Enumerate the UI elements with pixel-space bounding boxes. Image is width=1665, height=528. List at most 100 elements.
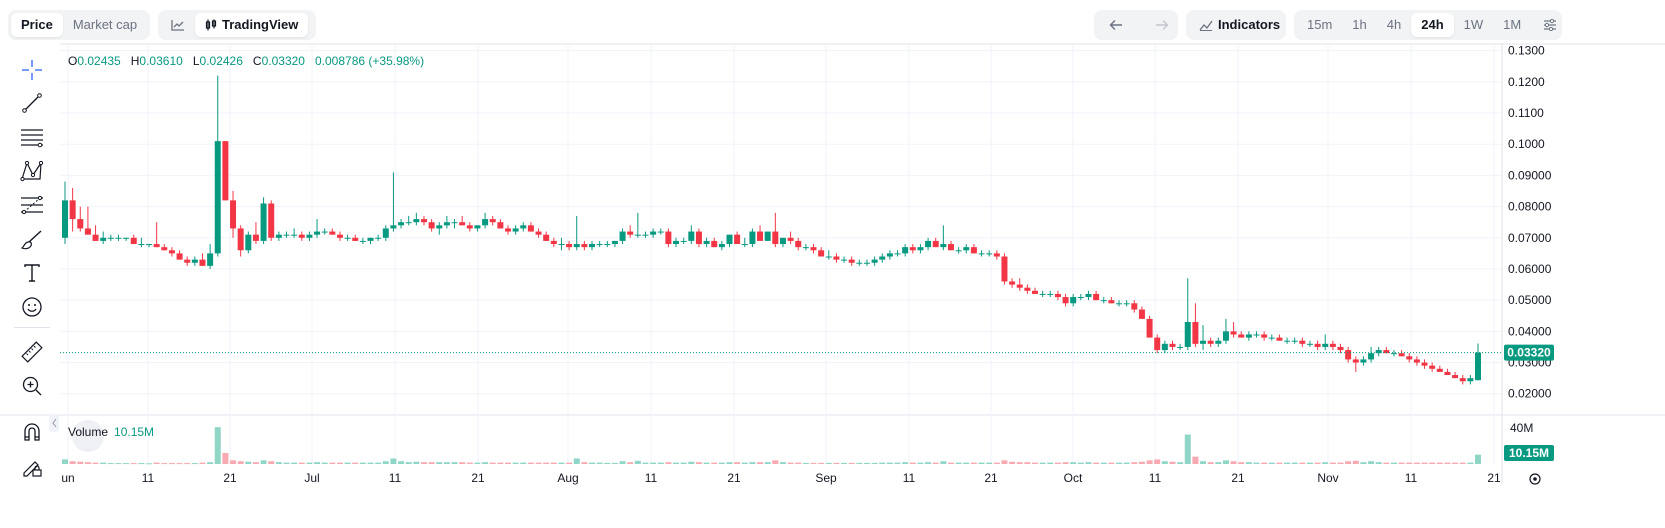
candle-body bbox=[443, 222, 450, 226]
volume-bars bbox=[62, 427, 1481, 465]
emoji-tool[interactable] bbox=[18, 293, 46, 321]
text-icon bbox=[21, 262, 43, 284]
volume-bar bbox=[1207, 462, 1214, 464]
candle-body bbox=[741, 244, 748, 246]
close-value: 0.03320 bbox=[261, 54, 305, 68]
candle-body bbox=[902, 247, 909, 254]
volume-bar bbox=[1009, 461, 1016, 464]
candle bbox=[1268, 334, 1275, 341]
volume-bar bbox=[1398, 462, 1405, 464]
high-label: H bbox=[130, 54, 140, 68]
timeframe-selector: 15m 1h 4h 24h 1W 1M bbox=[1294, 10, 1562, 40]
volume-bar bbox=[1314, 462, 1321, 464]
timeframe-1h[interactable]: 1h bbox=[1352, 17, 1367, 32]
pattern-tool[interactable] bbox=[18, 157, 46, 185]
candle-body bbox=[184, 259, 191, 263]
volume-bar bbox=[573, 458, 580, 464]
text-tool[interactable] bbox=[18, 259, 46, 287]
candle-body bbox=[1329, 343, 1336, 347]
volume-legend: Volume 10.15M bbox=[68, 425, 154, 439]
candle-body bbox=[1116, 303, 1123, 305]
candle bbox=[779, 237, 786, 248]
ruler-tool[interactable] bbox=[18, 338, 46, 366]
candle-body bbox=[986, 253, 993, 255]
candle-body bbox=[1024, 287, 1031, 291]
lock-draw-tool[interactable] bbox=[18, 453, 46, 481]
volume-bar bbox=[123, 463, 130, 465]
volume-bar bbox=[1337, 462, 1344, 464]
timeframe-24h[interactable]: 24h bbox=[1411, 13, 1454, 37]
time-tick-label: 11 bbox=[903, 471, 916, 485]
zoom-in-icon bbox=[21, 375, 43, 397]
candle-body bbox=[1222, 331, 1229, 341]
candle-body bbox=[940, 244, 947, 248]
price-tick-label: 0.1300 bbox=[1508, 44, 1545, 58]
volume-bar bbox=[1200, 461, 1207, 464]
timeframe-1w[interactable]: 1W bbox=[1463, 17, 1484, 32]
trend-line-tool[interactable] bbox=[18, 89, 46, 117]
candle bbox=[757, 225, 764, 241]
volume-bar bbox=[1054, 462, 1061, 464]
undo-button[interactable] bbox=[1097, 13, 1135, 37]
horizontal-lines-tool[interactable] bbox=[18, 123, 46, 151]
candle-body bbox=[1306, 343, 1313, 345]
candle-body bbox=[1138, 309, 1145, 319]
timeframe-15m[interactable]: 15m bbox=[1307, 17, 1333, 32]
candle-body bbox=[993, 253, 1000, 257]
candle bbox=[573, 215, 580, 251]
candle bbox=[1345, 346, 1352, 363]
volume-bar bbox=[1230, 461, 1237, 464]
zoom-in-tool[interactable] bbox=[18, 372, 46, 400]
candle-body bbox=[871, 259, 878, 263]
time-tick-label: 11 bbox=[645, 471, 658, 485]
candle-body bbox=[306, 234, 313, 238]
time-tick-label: Jul bbox=[304, 471, 319, 485]
chart-settings-button[interactable] bbox=[1539, 13, 1561, 37]
candle-body bbox=[451, 222, 458, 224]
candle-body bbox=[1261, 334, 1268, 338]
volume-bar bbox=[535, 462, 542, 464]
volume-bar bbox=[611, 462, 618, 464]
volume-bar bbox=[894, 462, 901, 464]
candle bbox=[1200, 325, 1207, 351]
arrow-right-icon bbox=[1155, 19, 1169, 31]
change-value: 0.008786 (+35.98%) bbox=[315, 54, 425, 68]
volume-bar bbox=[359, 462, 366, 464]
candle-body bbox=[978, 253, 985, 255]
crosshair-tool[interactable] bbox=[18, 56, 46, 84]
candle bbox=[871, 256, 878, 266]
candle-body bbox=[1131, 303, 1138, 310]
volume-bar bbox=[1085, 462, 1092, 464]
candle-body bbox=[1322, 343, 1329, 347]
candle-body bbox=[1146, 318, 1153, 338]
timeframe-1m[interactable]: 1M bbox=[1503, 17, 1522, 32]
brush-tool[interactable] bbox=[18, 225, 46, 253]
candle bbox=[405, 215, 412, 226]
candle bbox=[1077, 293, 1084, 301]
fib-retracement-tool[interactable] bbox=[18, 191, 46, 219]
candle bbox=[92, 225, 99, 241]
magnet-tool[interactable] bbox=[18, 418, 46, 446]
candle-body bbox=[1436, 368, 1443, 372]
candle bbox=[634, 212, 641, 238]
candle-body bbox=[1161, 343, 1168, 351]
candle bbox=[726, 234, 733, 248]
candle bbox=[1070, 293, 1077, 307]
horizontal-lines-icon bbox=[20, 126, 44, 148]
volume-bar bbox=[1131, 462, 1138, 464]
timeframe-4h[interactable]: 4h bbox=[1386, 17, 1402, 32]
tab-market-cap[interactable]: Market cap bbox=[72, 17, 138, 32]
volume-bar bbox=[1406, 462, 1413, 464]
lock-draw-icon bbox=[21, 456, 43, 478]
redo-button[interactable] bbox=[1143, 13, 1181, 37]
volume-bar bbox=[1062, 462, 1069, 464]
tab-price[interactable]: Price bbox=[11, 13, 63, 37]
indicators-button[interactable]: Indicators bbox=[1189, 13, 1290, 37]
candle bbox=[375, 234, 382, 241]
volume-bar bbox=[1375, 462, 1382, 464]
tradingview-button[interactable]: TradingView bbox=[195, 13, 309, 37]
line-chart-button[interactable] bbox=[161, 13, 195, 37]
candle-body bbox=[69, 200, 76, 220]
volume-bar bbox=[329, 462, 336, 464]
